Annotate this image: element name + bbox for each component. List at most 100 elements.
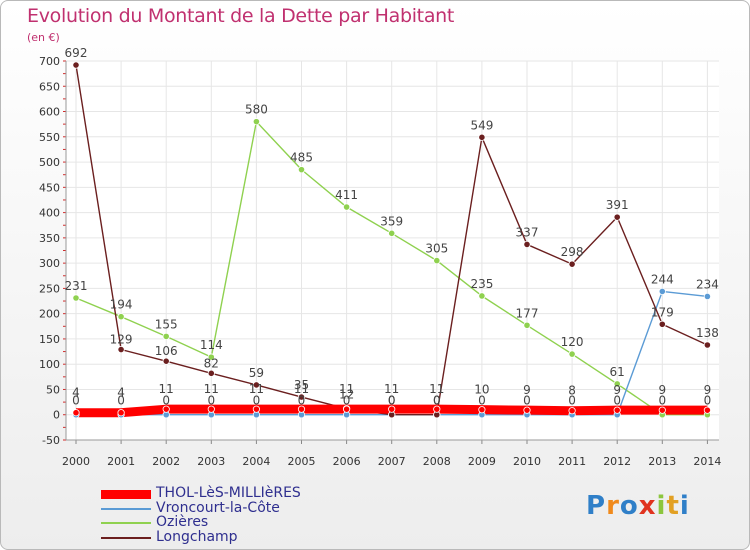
data-point — [297, 393, 306, 401]
logo-letter: t — [666, 491, 680, 521]
data-point — [703, 341, 712, 349]
data-point — [613, 213, 621, 221]
data-point — [523, 321, 531, 329]
data-label: 485 — [290, 151, 313, 165]
data-label: 10 — [474, 383, 489, 397]
data-point — [252, 405, 260, 413]
data-point — [568, 407, 576, 415]
data-label: 129 — [110, 333, 133, 347]
data-label: 0 — [343, 394, 351, 408]
data-label: 337 — [516, 225, 539, 239]
data-label: 9 — [658, 383, 666, 397]
data-point — [297, 405, 306, 413]
x-tick-label: 2002 — [152, 455, 180, 468]
x-tick-label: 2006 — [333, 455, 361, 468]
data-label: 9 — [523, 383, 531, 397]
legend-label: Ozières — [156, 514, 209, 530]
data-label: 120 — [561, 335, 584, 349]
y-tick-label: 650 — [39, 80, 60, 93]
logo-letter: o — [619, 491, 639, 521]
data-label: 11 — [429, 382, 444, 396]
y-tick-label: 50 — [46, 383, 60, 396]
data-point — [72, 294, 80, 302]
data-label: 12 — [339, 388, 354, 402]
data-label: 0 — [478, 394, 486, 408]
x-tick-label: 2007 — [378, 455, 406, 468]
data-point — [658, 287, 666, 296]
data-label: 194 — [110, 298, 133, 312]
data-point — [207, 353, 215, 361]
data-label: 11 — [249, 382, 264, 396]
data-label: 4 — [117, 386, 125, 400]
y-tick-label: 100 — [39, 358, 60, 371]
y-tick-label: 350 — [39, 232, 60, 245]
data-label: 0 — [298, 394, 306, 408]
x-tick-label: 2001 — [107, 455, 135, 468]
data-label: 0 — [658, 394, 666, 408]
plot-area — [66, 61, 719, 440]
data-label: 11 — [294, 382, 309, 396]
x-tick-label: 2009 — [468, 455, 496, 468]
data-point — [478, 133, 486, 141]
data-point — [658, 406, 666, 414]
data-label: 0 — [253, 394, 261, 408]
data-label: 0 — [388, 394, 396, 408]
data-label: 11 — [384, 382, 399, 396]
y-tick-label: 700 — [39, 55, 60, 68]
data-label: 0 — [613, 394, 621, 408]
x-tick-label: 2011 — [558, 455, 586, 468]
logo-letter: x — [638, 491, 657, 521]
data-point — [703, 406, 712, 414]
data-label: 106 — [155, 344, 178, 358]
x-tick-label: 2000 — [62, 455, 90, 468]
y-tick-label: 250 — [39, 282, 60, 295]
data-label: 411 — [335, 188, 358, 202]
data-point — [568, 350, 576, 358]
data-label: 9 — [613, 383, 621, 397]
data-point — [523, 240, 531, 249]
y-tick-label: 600 — [39, 106, 60, 119]
data-label: 0 — [162, 394, 170, 408]
data-label: 231 — [65, 279, 88, 293]
y-tick-label: 150 — [39, 333, 60, 346]
data-point — [207, 369, 215, 377]
data-label: 692 — [65, 46, 88, 60]
x-tick-label: 2014 — [693, 455, 721, 468]
x-tick-label: 2004 — [242, 455, 270, 468]
data-label: 0 — [523, 394, 531, 408]
data-label: 4 — [72, 386, 80, 400]
logo-letter: P — [586, 491, 607, 521]
data-point — [72, 61, 80, 69]
data-label: 549 — [470, 118, 493, 132]
data-point — [703, 292, 712, 301]
data-point — [72, 409, 80, 417]
data-point — [117, 409, 125, 417]
data-point — [252, 118, 260, 126]
logo-letter: i — [656, 491, 667, 521]
data-label: 9 — [704, 383, 712, 397]
data-label: 298 — [561, 245, 584, 259]
data-label: 11 — [159, 382, 174, 396]
data-point — [117, 345, 125, 354]
data-point — [658, 320, 666, 328]
data-label: 391 — [606, 198, 629, 212]
data-label: 0 — [388, 394, 396, 408]
y-tick-label: 0 — [53, 409, 60, 422]
data-point — [297, 166, 306, 174]
x-tick-label: 2008 — [423, 455, 451, 468]
data-label: 11 — [339, 382, 354, 396]
data-point — [162, 405, 170, 413]
data-label: 8 — [568, 384, 576, 398]
data-label: 0 — [433, 394, 441, 408]
data-point — [252, 381, 260, 389]
data-label: 0 — [117, 394, 125, 408]
data-label: 35 — [294, 378, 309, 392]
x-tick-label: 2003 — [197, 455, 225, 468]
y-tick-label: 300 — [39, 257, 60, 270]
data-label: 0 — [568, 394, 576, 408]
data-point — [523, 406, 531, 414]
data-label: 305 — [425, 242, 448, 256]
chart-title: Evolution du Montant de la Dette par Hab… — [27, 5, 455, 27]
y-tick-label: 200 — [39, 308, 60, 321]
